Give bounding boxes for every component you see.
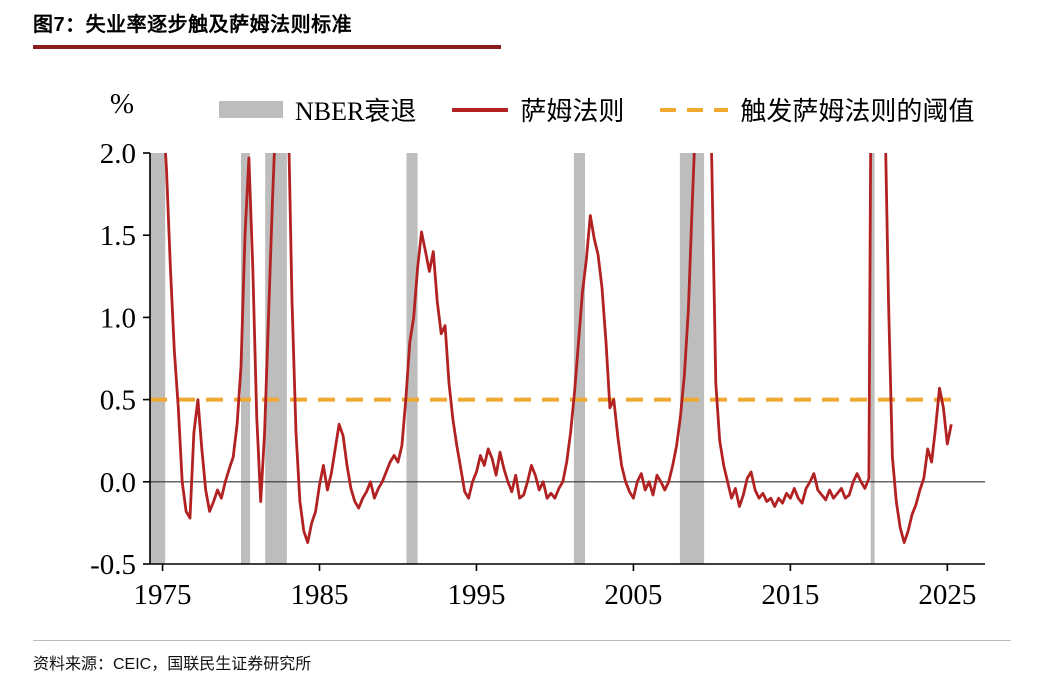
recession-band xyxy=(573,153,585,564)
legend-item-sahm-rule: 萨姆法则 xyxy=(452,91,624,128)
y-tick-label: 0.5 xyxy=(100,385,136,417)
y-tick-label: 1.0 xyxy=(100,302,136,334)
recession-band xyxy=(241,153,251,564)
figure-footer: 资料来源：CEIC，国联民生证券研究所 xyxy=(33,640,1011,674)
legend-label-threshold: 触发萨姆法则的阈值 xyxy=(740,97,975,126)
y-tick-label: -0.5 xyxy=(90,549,136,581)
x-tick-label: 1985 xyxy=(291,579,349,611)
x-tick-label: 2025 xyxy=(918,579,976,611)
nber-band-swatch xyxy=(219,101,283,118)
chart-legend: NBER衰退 萨姆法则 触发萨姆法则的阈值 xyxy=(219,91,974,128)
x-tick-label: 2015 xyxy=(761,579,819,611)
legend-item-threshold: 触发萨姆法则的阈值 xyxy=(660,91,974,128)
recession-band xyxy=(150,153,166,564)
y-tick-label: 0.0 xyxy=(100,467,136,499)
legend-label-nber: NBER衰退 xyxy=(295,97,417,126)
chart-area: NBER衰退 萨姆法则 触发萨姆法则的阈值 2.0 1.5 1.0 0.5 0.0 -0.… xyxy=(33,88,1011,628)
title-underline xyxy=(33,45,501,49)
figure-header: 图7：失业率逐步触及萨姆法则标准 xyxy=(33,12,1011,49)
y-tick-label: 2.0 xyxy=(100,138,136,170)
recession-band xyxy=(870,153,875,564)
legend-item-nber-recession: NBER衰退 xyxy=(219,91,416,128)
figure-title: 图7：失业率逐步触及萨姆法则标准 xyxy=(33,14,353,36)
x-tick-label: 2005 xyxy=(604,579,662,611)
x-tick-label: 1975 xyxy=(134,579,192,611)
threshold-dash-swatch xyxy=(660,107,729,112)
data-source: 资料来源：CEIC，国联民生证券研究所 xyxy=(33,656,312,673)
sahm-line-swatch xyxy=(452,107,509,112)
x-tick-label: 1995 xyxy=(447,579,505,611)
legend-label-sahm: 萨姆法则 xyxy=(520,97,625,126)
sahm-rule-series-line xyxy=(164,153,953,545)
recession-band xyxy=(406,153,418,564)
y-tick-label: 1.5 xyxy=(100,220,136,252)
y-axis-unit-label: % xyxy=(110,89,134,120)
